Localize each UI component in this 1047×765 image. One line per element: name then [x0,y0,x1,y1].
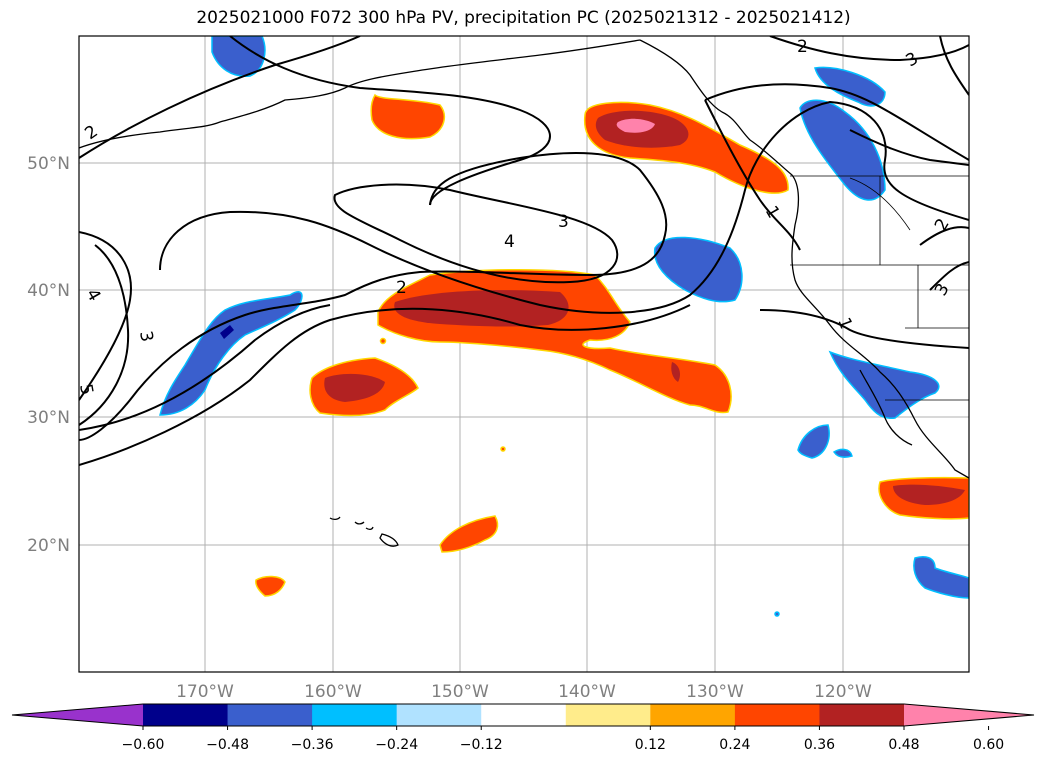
pv-contour-label: 4 [504,232,515,252]
pv-contour-label: 3 [558,212,569,232]
colorbar-bin [143,704,229,726]
map-title: 2025021000 F072 300 hPa PV, precipitatio… [196,8,851,28]
lon-label-130w: 130°W [686,682,744,702]
lat-label-50n: 50°N [27,154,70,174]
colorbar-extend-max [904,704,1034,726]
colorbar-extend-min [12,704,143,726]
longitude-labels: 170°W 160°W 150°W 140°W 130°W 120°W [176,682,872,702]
colorbar-bin [819,704,905,726]
lon-label-150w: 150°W [431,682,489,702]
lat-label-30n: 30°N [27,408,70,428]
colorbar-tick-label: −0.24 [375,737,418,753]
colorbar-bin [227,704,313,726]
colorbar: −0.60 −0.48 −0.36 −0.24 −0.12 0.12 0.24 0.36 0.4… [11,703,1035,753]
colorbar-bin [565,704,651,726]
colorbar-bin [312,704,398,726]
lon-label-140w: 140°W [558,682,616,702]
colorbar-tick-label: −0.12 [460,737,503,753]
colorbar-tick-label: −0.36 [291,737,334,753]
pv-contour-label: 2 [396,278,407,298]
colorbar-bin [481,704,567,726]
lon-label-170w: 170°W [176,682,234,702]
strong-negative-precip-anomaly [220,325,234,339]
colorbar-tick-label: 0.36 [804,737,835,753]
pv-contour-label: 5 [75,382,97,396]
pv-contour-label: 2 [797,37,808,57]
colorbar-tick-label: −0.60 [122,737,165,753]
lat-label-40n: 40°N [27,281,70,301]
colorbar-tick-label: 0.60 [973,737,1004,753]
political-borders [790,175,969,401]
coastlines [79,39,969,547]
strong-positive-precip-anomaly [324,110,965,505]
colorbar-tick-label: 0.24 [719,737,750,753]
colorbar-bin [734,704,820,726]
latitude-labels: 50°N 40°N 30°N 20°N [27,154,70,556]
pv-contours [79,36,969,466]
lon-label-120w: 120°W [814,682,872,702]
colorbar-bin [650,704,736,726]
colorbar-bin [396,704,482,726]
colorbar-tick-label: 0.48 [888,737,919,753]
lon-label-160w: 160°W [304,682,362,702]
map-frame [78,35,970,673]
colorbar-tick-label: 0.12 [635,737,666,753]
lat-label-20n: 20°N [27,536,70,556]
colorbar-tick-label: −0.48 [206,737,249,753]
pv-contour-label: 3 [135,329,157,343]
